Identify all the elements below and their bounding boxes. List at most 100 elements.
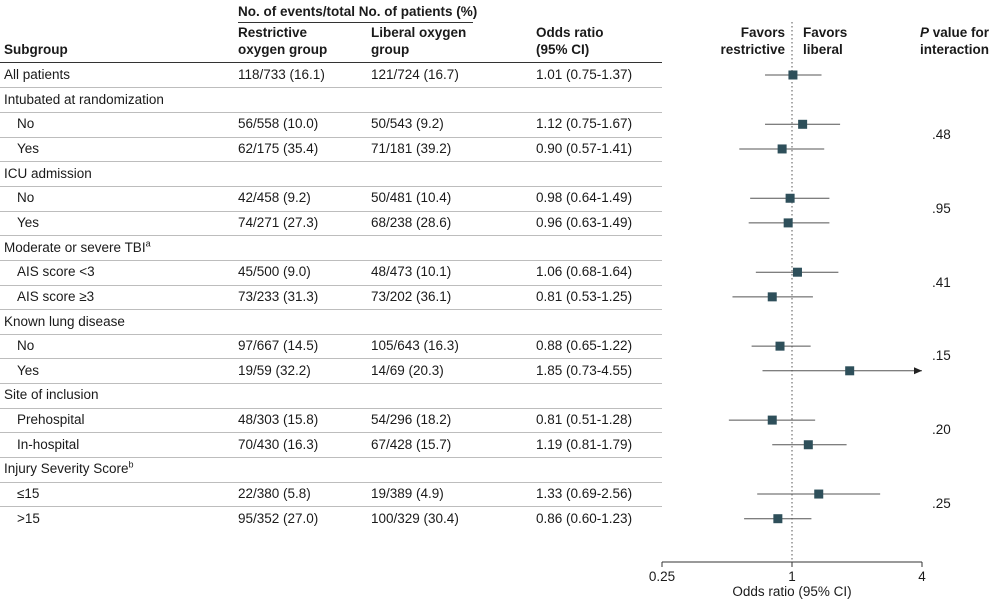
x-axis-label: Odds ratio (95% CI) — [732, 584, 852, 599]
row-divider — [0, 285, 662, 286]
subgroup-label: Yes — [17, 140, 40, 156]
col-odds-ratio-header-line1: Odds ratio — [536, 25, 604, 40]
row-divider — [0, 506, 662, 507]
odds-ratio-cell: 0.86 (0.60-1.23) — [536, 510, 633, 526]
restrictive-events-cell: 45/500 (9.0) — [238, 264, 311, 280]
col-restrictive-header-line2: oxygen group — [238, 42, 328, 57]
restrictive-events-cell: 62/175 (35.4) — [238, 140, 319, 156]
odds-ratio-marker — [792, 267, 802, 277]
x-axis-tick-label: 0.25 — [649, 569, 675, 584]
restrictive-events-cell: 42/458 (9.2) — [238, 190, 311, 206]
row-divider — [0, 457, 662, 458]
favors-liberal-line2: liberal — [803, 42, 843, 57]
row-divider — [0, 211, 662, 212]
liberal-events-cell: 73/202 (36.1) — [371, 288, 452, 304]
subgroup-category-label-text: Injury Severity Score — [4, 461, 129, 477]
liberal-events-cell: 105/643 (16.3) — [371, 338, 459, 354]
subgroup-label: No — [17, 338, 35, 354]
odds-ratio-cell: 0.90 (0.57-1.41) — [536, 140, 633, 156]
subgroup-label: No — [17, 190, 35, 206]
p-value-interaction: .15 — [932, 348, 951, 364]
row-divider — [0, 137, 662, 138]
odds-ratio-marker — [785, 193, 795, 203]
subgroup-category-label: Known lung disease — [4, 313, 125, 329]
restrictive-events-cell: 74/271 (27.3) — [238, 214, 319, 230]
odds-ratio-marker — [798, 119, 808, 129]
odds-ratio-marker — [783, 218, 793, 228]
p-value-interaction: .20 — [932, 422, 951, 438]
p-value-interaction: .48 — [932, 126, 951, 142]
odds-ratio-cell: 0.96 (0.63-1.49) — [536, 214, 633, 230]
favors-restrictive-line2: restrictive — [720, 42, 785, 57]
row-divider — [0, 87, 662, 88]
p-value-header-line1: P value for — [920, 25, 989, 41]
row-divider — [0, 260, 662, 261]
x-axis-tick-label: 1 — [788, 569, 796, 584]
odds-ratio-marker — [773, 514, 783, 524]
odds-ratio-cell: 1.85 (0.73-4.55) — [536, 362, 633, 378]
subgroup-label: AIS score ≥3 — [17, 288, 95, 304]
liberal-events-cell: 19/389 (4.9) — [371, 486, 444, 502]
restrictive-events-cell: 19/59 (32.2) — [238, 362, 311, 378]
p-value-header-line2: interaction — [920, 42, 990, 57]
table-header-rule — [0, 62, 662, 63]
odds-ratio-cell: 1.12 (0.75-1.67) — [536, 116, 633, 132]
row-divider — [0, 235, 662, 236]
subgroup-category-label: Site of inclusion — [4, 387, 99, 403]
odds-ratio-marker — [767, 415, 777, 425]
odds-ratio-cell: 0.81 (0.53-1.25) — [536, 288, 633, 304]
odds-ratio-marker — [767, 292, 777, 302]
liberal-events-cell: 71/181 (39.2) — [371, 140, 452, 156]
p-value-interaction: .25 — [932, 496, 951, 512]
restrictive-events-cell: 95/352 (27.0) — [238, 510, 319, 526]
odds-ratio-cell: 0.98 (0.64-1.49) — [536, 190, 633, 206]
odds-ratio-marker — [777, 144, 787, 154]
subgroup-label: All patients — [4, 67, 71, 82]
odds-ratio-cell: 1.01 (0.75-1.37) — [536, 67, 633, 82]
row-divider — [0, 309, 662, 310]
p-value-italic-p: P — [920, 25, 930, 40]
restrictive-events-cell: 70/430 (16.3) — [238, 436, 319, 452]
subgroup-label: >15 — [17, 510, 40, 526]
col-liberal-header-line2: group — [371, 42, 410, 57]
liberal-events-cell: 50/481 (10.4) — [371, 190, 452, 206]
ci-overflow-arrow — [914, 367, 922, 375]
restrictive-events-cell: 118/733 (16.1) — [238, 67, 325, 82]
row-divider — [0, 408, 662, 409]
row-divider — [0, 112, 662, 113]
liberal-events-cell: 67/428 (15.7) — [371, 436, 452, 452]
odds-ratio-cell: 1.19 (0.81-1.79) — [536, 436, 633, 452]
liberal-events-cell: 48/473 (10.1) — [371, 264, 452, 280]
liberal-events-cell: 54/296 (18.2) — [371, 412, 452, 428]
odds-ratio-marker — [814, 489, 824, 499]
subgroup-category-label-text: Moderate or severe TBI — [4, 239, 146, 255]
row-divider — [0, 482, 662, 483]
p-value-interaction: .41 — [932, 274, 951, 290]
odds-ratio-cell: 0.81 (0.51-1.28) — [536, 412, 633, 428]
subgroup-category-label: Injury Severity Scoreb — [4, 459, 134, 477]
subgroup-label: No — [17, 116, 35, 132]
restrictive-events-cell: 97/667 (14.5) — [238, 338, 319, 354]
subgroup-label: Yes — [17, 362, 40, 378]
liberal-events-cell: 68/238 (28.6) — [371, 214, 452, 230]
row-divider — [0, 383, 662, 384]
liberal-events-cell: 121/724 (16.7) — [371, 67, 459, 82]
subgroup-category-label: Moderate or severe TBIa — [4, 239, 151, 256]
liberal-events-cell: 14/69 (20.3) — [371, 362, 444, 378]
odds-ratio-marker — [775, 341, 785, 351]
odds-ratio-cell: 1.06 (0.68-1.64) — [536, 264, 633, 280]
odds-ratio-cell: 1.33 (0.69-2.56) — [536, 486, 633, 502]
odds-ratio-marker — [845, 366, 855, 376]
col-odds-ratio-header-line2: (95% CI) — [536, 42, 590, 57]
events-group-header: No. of events/total No. of patients (%) — [238, 4, 478, 19]
col-restrictive-header-line1: Restrictive — [238, 25, 308, 40]
subgroup-header: Subgroup — [4, 42, 68, 57]
col-liberal-header-line1: Liberal oxygen — [371, 25, 467, 40]
x-axis-tick-label: 4 — [918, 569, 926, 584]
p-value-header-rest: value for — [929, 25, 990, 40]
subgroup-category-label-footnote-marker: b — [128, 459, 134, 470]
row-divider — [0, 432, 662, 433]
subgroup-label: AIS score <3 — [17, 264, 95, 280]
